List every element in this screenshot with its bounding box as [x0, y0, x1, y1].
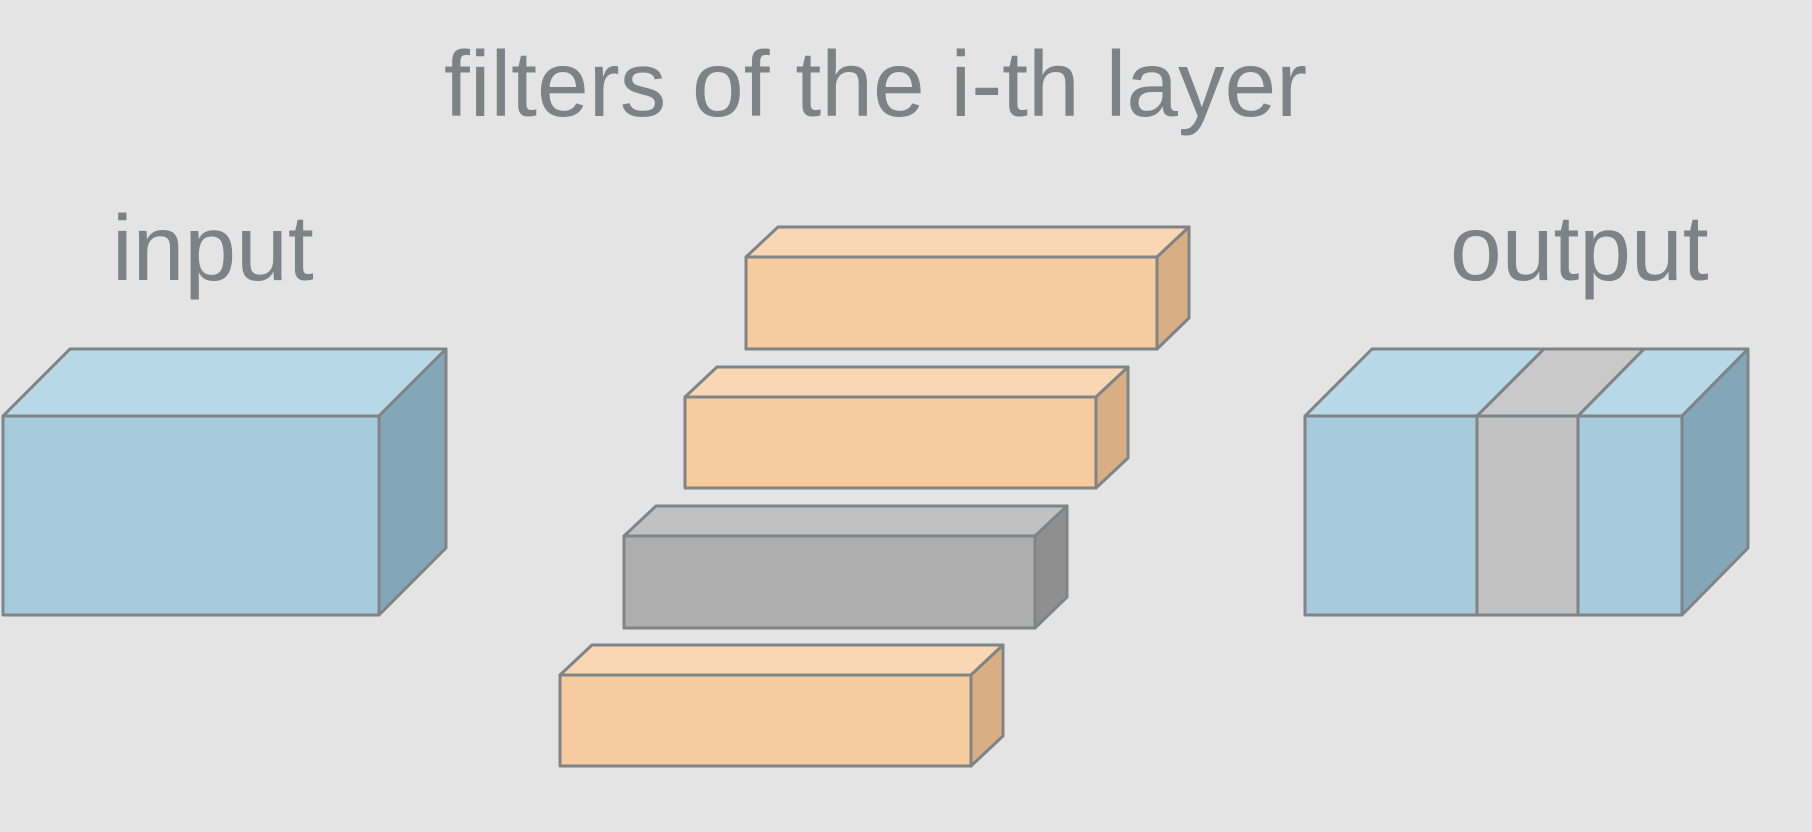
filter-4-front: [558, 673, 973, 768]
input-volume-top: [1, 347, 448, 418]
filter-2-top: [683, 365, 1130, 399]
diagram-title: filters of the i-th layer: [444, 32, 1308, 136]
filter-3-top: [622, 504, 1069, 538]
filter-1-front: [744, 255, 1159, 351]
filter-3: [622, 504, 1069, 630]
input-volume-front: [1, 414, 381, 617]
filter-4-top: [558, 643, 1005, 677]
filter-4: [558, 643, 1005, 768]
output-band-2-front: [1475, 414, 1580, 617]
output-volume: [1303, 347, 1750, 617]
output-label: output: [1450, 196, 1709, 300]
input-label: input: [112, 196, 314, 300]
filter-1-top: [744, 225, 1191, 259]
output-band-3-front: [1576, 414, 1684, 617]
input-volume: [1, 347, 448, 617]
output-band-1-front: [1303, 414, 1479, 617]
filter-3-front: [622, 534, 1037, 630]
filter-1: [744, 225, 1191, 351]
filter-2: [683, 365, 1130, 490]
filter-2-front: [683, 395, 1098, 490]
